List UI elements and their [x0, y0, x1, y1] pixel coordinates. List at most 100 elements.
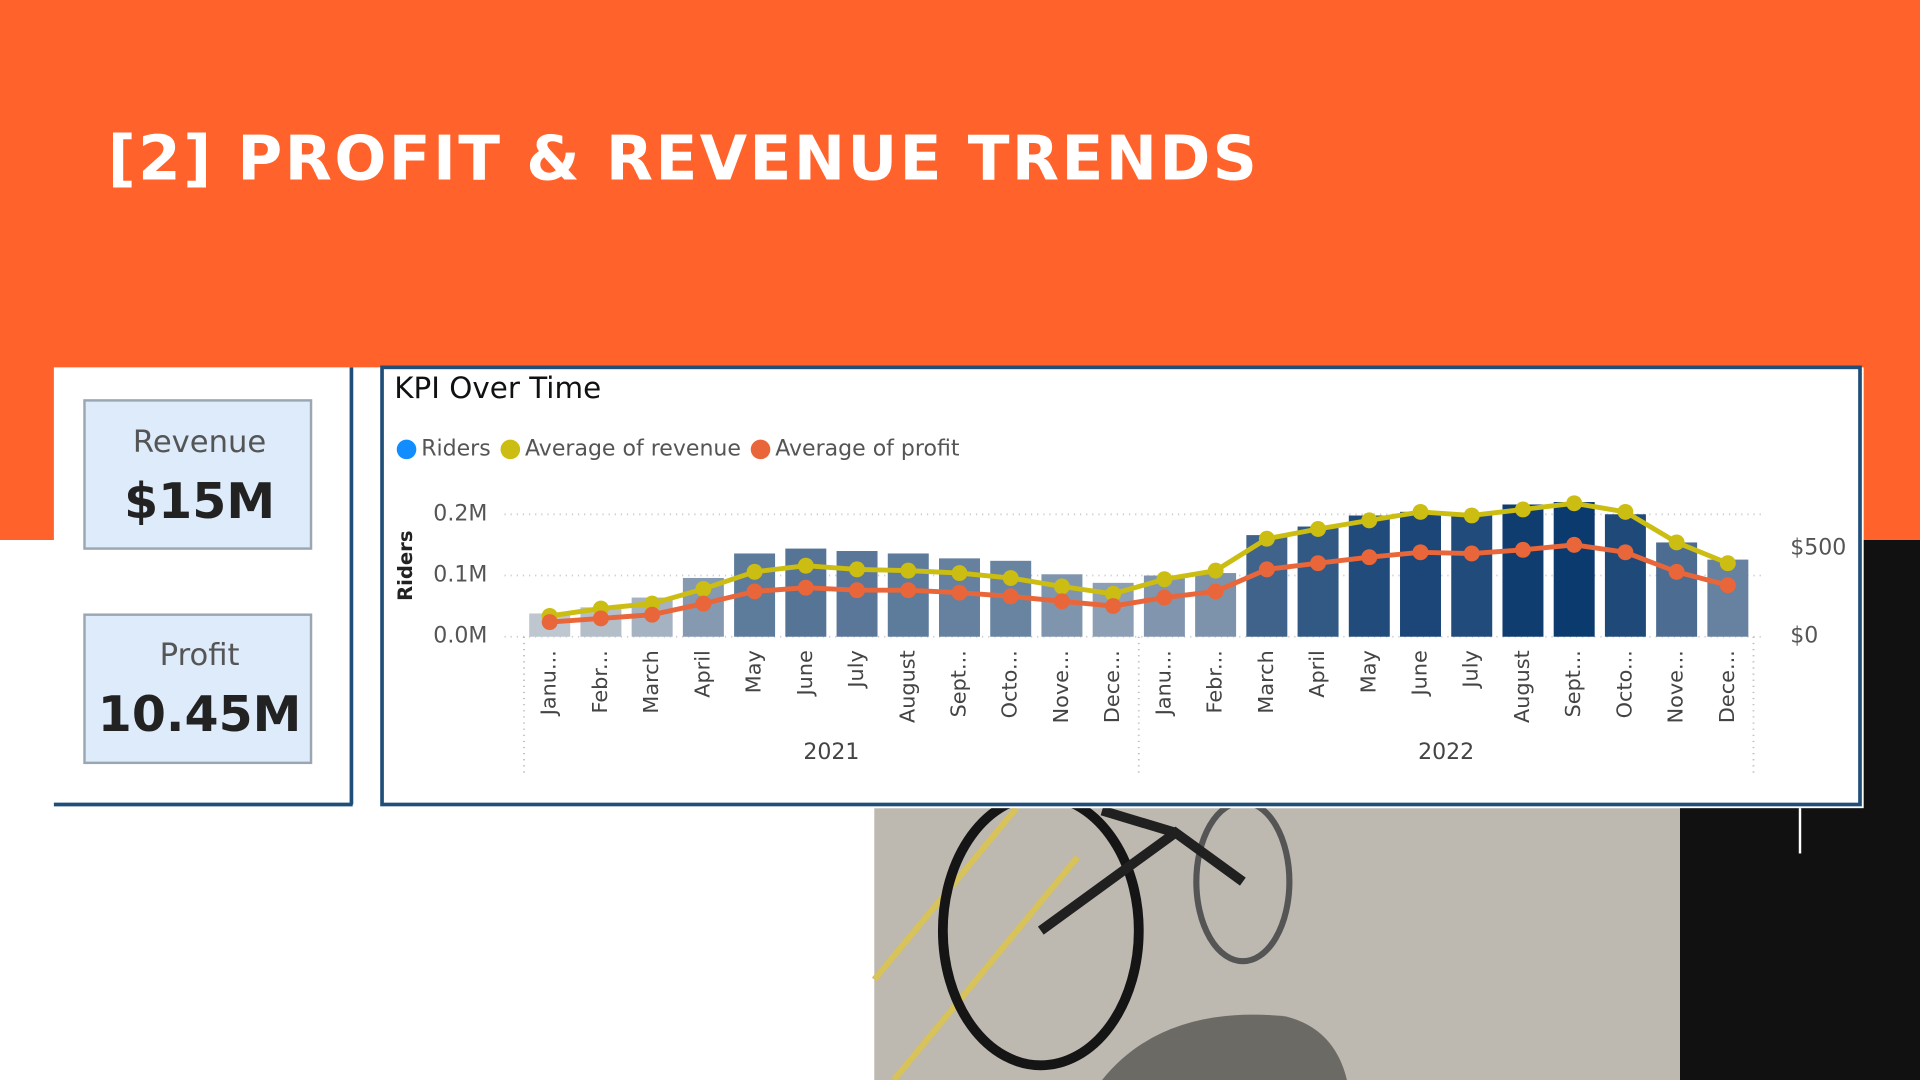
bar [1553, 502, 1595, 637]
point [1105, 585, 1122, 602]
point [1258, 561, 1275, 578]
x-tick-label: April [1305, 650, 1329, 698]
point [695, 595, 712, 612]
legend-label: Riders [421, 436, 491, 461]
line [549, 542, 1729, 625]
x-tick-label: Sept... [946, 650, 970, 717]
x-tick-label: Nove... [1664, 650, 1688, 723]
point [1566, 536, 1583, 553]
point [1258, 530, 1275, 547]
bar [1348, 515, 1390, 637]
x-tick-label: April [690, 650, 714, 698]
point [849, 582, 865, 599]
x-tick-label: Dece... [1715, 650, 1739, 723]
x-tick-label: July [844, 650, 868, 689]
photo [871, 791, 1680, 1080]
point [1515, 541, 1531, 558]
bar [1707, 559, 1749, 637]
point [592, 610, 609, 627]
point [1156, 571, 1173, 588]
y-tick-label: 0.2M [433, 501, 487, 526]
x-tick-label: Octo... [1612, 650, 1636, 718]
bar [1604, 514, 1646, 637]
point [1566, 495, 1583, 512]
chart-title: KPI Over Time [394, 371, 601, 405]
bar [1297, 526, 1339, 637]
point [695, 580, 712, 597]
x-tick-label: Janu... [1151, 650, 1175, 717]
x-tick-label: March [639, 650, 663, 713]
legend-marker [396, 439, 417, 460]
x-tick-label: Febr... [588, 650, 612, 713]
bar [1246, 535, 1288, 637]
y-tick-label: 0.0M [433, 624, 487, 649]
x-tick-label: Nove... [1049, 650, 1073, 723]
point [644, 595, 661, 612]
kpi-card [83, 613, 313, 765]
point [1515, 501, 1531, 518]
x-tick-label: June [1408, 650, 1432, 697]
point [1053, 578, 1070, 595]
y-axis-title: Riders [394, 531, 417, 601]
point [644, 606, 661, 623]
x-tick-label: Dece... [1100, 650, 1124, 723]
x-tick-label: August [895, 650, 919, 723]
point [849, 561, 865, 578]
point [1719, 555, 1736, 572]
point [1361, 549, 1378, 566]
y-tick-label: 0.1M [433, 563, 487, 588]
y2-tick-label: $500 [1790, 536, 1846, 561]
bar [1656, 542, 1698, 637]
x-tick-label: March [1254, 650, 1278, 713]
point [541, 614, 558, 631]
year-label: 2021 [803, 740, 859, 765]
point [1002, 588, 1019, 605]
point [1668, 563, 1685, 580]
bar [1502, 504, 1544, 637]
point [1361, 512, 1378, 529]
point [900, 582, 917, 599]
line [549, 500, 1729, 619]
x-tick-label: July [1459, 650, 1483, 689]
point [1668, 534, 1685, 551]
point [951, 565, 968, 582]
point [1207, 562, 1224, 579]
point [1412, 544, 1429, 561]
x-tick-label: June [793, 650, 817, 697]
point [1617, 544, 1634, 561]
point [797, 557, 814, 574]
x-tick-label: Janu... [537, 650, 561, 717]
point [900, 562, 917, 579]
kpi-card [83, 399, 313, 550]
point [1105, 598, 1122, 615]
x-tick-label: August [1510, 650, 1534, 723]
x-tick-label: May [1356, 650, 1380, 693]
x-tick-label: Octo... [998, 650, 1022, 718]
kpi-label: Profit [160, 638, 240, 673]
point [797, 579, 814, 596]
point [1207, 583, 1224, 600]
point [951, 584, 968, 601]
point [1412, 503, 1429, 520]
bar [1400, 511, 1441, 637]
x-tick-label: Sept... [1561, 650, 1585, 717]
point [746, 583, 763, 600]
y2-tick-label: $0 [1790, 624, 1818, 649]
point [1463, 507, 1480, 524]
legend-label: Average of revenue [525, 436, 741, 461]
point [1156, 589, 1173, 606]
point [1310, 555, 1327, 572]
point [1002, 570, 1019, 586]
point [1053, 593, 1070, 610]
point [1310, 521, 1327, 537]
bar [1451, 515, 1493, 637]
kpi-value: 10.45M [98, 686, 302, 743]
point [1463, 545, 1480, 562]
kpi-value: $15M [124, 473, 275, 530]
point [1719, 577, 1736, 594]
legend-label: Average of profit [775, 436, 960, 461]
slide-title: [2] PROFIT & REVENUE TRENDS [108, 123, 1259, 194]
year-label: 2022 [1418, 740, 1474, 765]
